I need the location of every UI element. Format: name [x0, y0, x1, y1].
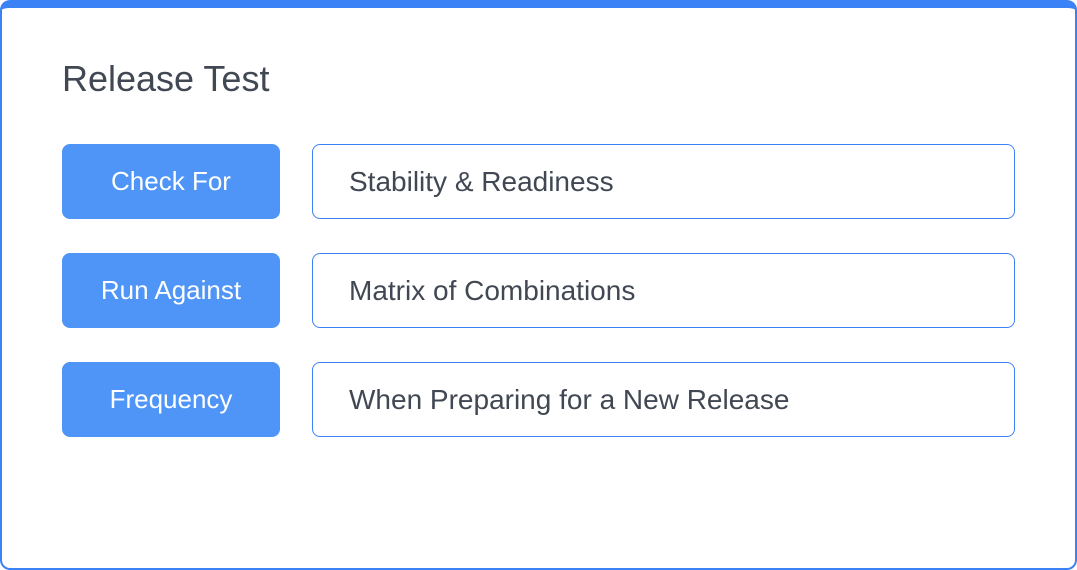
row-frequency: Frequency When Preparing for a New Relea… — [62, 362, 1015, 437]
value-check-for: Stability & Readiness — [312, 144, 1015, 219]
label-frequency: Frequency — [62, 362, 280, 437]
row-check-for: Check For Stability & Readiness — [62, 144, 1015, 219]
row-run-against: Run Against Matrix of Combinations — [62, 253, 1015, 328]
release-test-card: Release Test Check For Stability & Readi… — [0, 0, 1077, 570]
value-frequency: When Preparing for a New Release — [312, 362, 1015, 437]
value-run-against: Matrix of Combinations — [312, 253, 1015, 328]
label-run-against: Run Against — [62, 253, 280, 328]
label-check-for: Check For — [62, 144, 280, 219]
card-title: Release Test — [62, 58, 1015, 100]
